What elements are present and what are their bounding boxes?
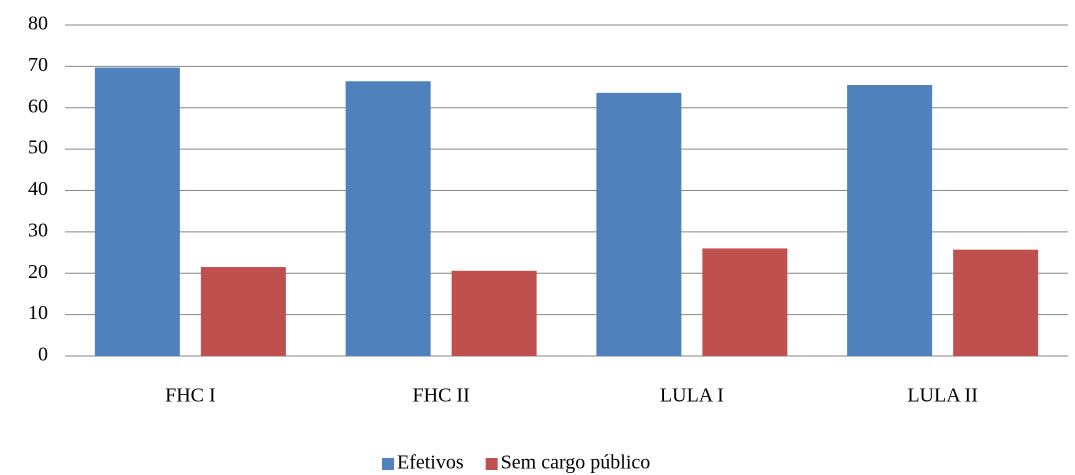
bar — [702, 248, 788, 356]
y-tick-label: 50 — [28, 137, 48, 159]
legend-swatch — [382, 458, 394, 470]
bar — [596, 92, 682, 356]
bar — [847, 84, 933, 357]
bar — [345, 81, 431, 357]
y-tick-label: 70 — [28, 54, 48, 76]
bar — [200, 267, 286, 356]
y-tick-label: 80 — [28, 13, 48, 35]
y-tick-label: 60 — [28, 95, 48, 117]
x-tick-label: FHC II — [413, 385, 470, 407]
y-tick-label: 10 — [28, 302, 48, 324]
y-tick-label: 30 — [28, 219, 48, 241]
bar — [451, 270, 537, 356]
legend-label: Sem cargo público — [501, 452, 651, 474]
y-tick-label: 0 — [38, 344, 48, 366]
x-tick-label: FHC I — [165, 385, 216, 407]
legend-label: Efetivos — [397, 452, 464, 474]
x-tick-label: LULA I — [660, 385, 724, 407]
y-tick-label: 20 — [28, 261, 48, 283]
legend-swatch — [485, 458, 498, 470]
bar — [953, 249, 1039, 356]
y-tick-label: 40 — [28, 178, 48, 200]
bar — [94, 67, 180, 357]
x-tick-label: LULA II — [907, 385, 978, 407]
